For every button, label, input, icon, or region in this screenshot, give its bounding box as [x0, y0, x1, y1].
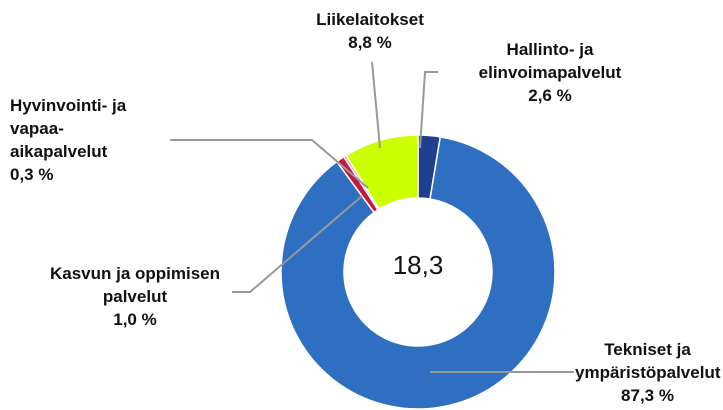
leader-line [419, 71, 438, 149]
category-name: Liikelaitokset [316, 10, 424, 29]
category-name: Hyvinvointi- ja vapaa-aikapalvelut [10, 96, 127, 161]
leader-line [170, 139, 369, 189]
leader-line [371, 61, 381, 149]
slice-label: Hallinto- ja elinvoimapalvelut 2,6 % [465, 38, 635, 107]
slice-label: Liikelaitokset 8,8 % [300, 8, 440, 54]
slice-label: Tekniset ja ympäristöpalvelut 87,3 % [575, 338, 721, 407]
value-label: 1,0 % [113, 310, 157, 329]
value-label: 8,8 % [348, 33, 392, 52]
slice-label: Hyvinvointi- ja vapaa-aikapalvelut 0,3 % [10, 94, 150, 186]
value-label: 0,3 % [10, 165, 54, 184]
leader-line [232, 195, 363, 293]
slice-label: Kasvun ja oppimisen palvelut 1,0 % [30, 262, 240, 331]
center-label: 18,3 [392, 250, 444, 280]
category-name: Tekniset ja ympäristöpalvelut [575, 340, 721, 382]
slice [280, 135, 556, 410]
leader-lines [170, 61, 574, 373]
category-name: Kasvun ja oppimisen palvelut [49, 264, 221, 306]
category-name: Hallinto- ja elinvoimapalvelut [478, 40, 622, 82]
value-label: 2,6 % [528, 86, 572, 105]
value-label: 87,3 % [621, 386, 674, 405]
slice [345, 134, 419, 211]
